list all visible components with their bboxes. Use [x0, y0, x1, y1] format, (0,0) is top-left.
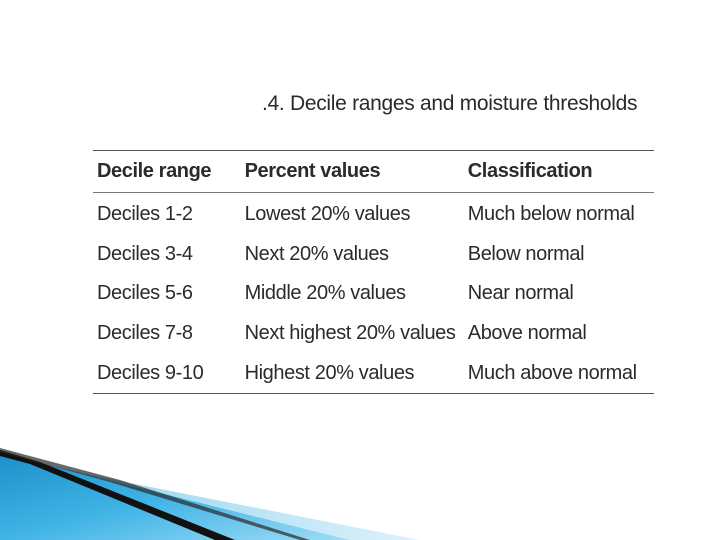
decile-table-container: Decile range Percent values Classificati… [93, 150, 654, 394]
table-row: Deciles 5-6 Middle 20% values Near norma… [93, 274, 654, 314]
table-row: Deciles 1-2 Lowest 20% values Much below… [93, 193, 654, 235]
header-decile-range: Decile range [97, 160, 212, 182]
cell-decile-range: Deciles 5-6 [97, 282, 193, 305]
cell-percent-values: Lowest 20% values [244, 203, 411, 226]
cell-percent-values: Highest 20% values [244, 361, 415, 384]
cell-percent-values: Next highest 20% values [244, 322, 456, 345]
table-row: Deciles 3-4 Next 20% values Below normal [93, 235, 654, 275]
table-row: Deciles 9-10 Highest 20% values Much abo… [93, 353, 654, 394]
cell-classification: Near normal [467, 282, 574, 305]
table-caption: .4. Decile ranges and moisture threshold… [262, 92, 638, 115]
table-header-row: Decile range Percent values Classificati… [93, 150, 654, 193]
slide-corner-decoration [0, 448, 420, 540]
decor-dark-stripe [0, 450, 235, 540]
decile-table: Decile range Percent values Classificati… [93, 150, 654, 394]
cell-decile-range: Deciles 9-10 [97, 361, 204, 384]
header-percent-values: Percent values [244, 160, 381, 182]
cell-classification: Much above normal [467, 361, 637, 384]
cell-classification: Below normal [467, 242, 585, 265]
decor-blue-wedge [0, 452, 350, 540]
decor-dark-stripe-thin [0, 448, 310, 540]
header-classification: Classification [467, 160, 593, 182]
cell-classification: Above normal [467, 322, 587, 345]
cell-classification: Much below normal [467, 203, 635, 226]
table-row: Deciles 7-8 Next highest 20% values Abov… [93, 314, 654, 354]
cell-decile-range: Deciles 3-4 [97, 242, 193, 265]
cell-percent-values: Next 20% values [244, 242, 389, 265]
cell-decile-range: Deciles 1-2 [97, 203, 193, 226]
cell-percent-values: Middle 20% values [244, 282, 406, 305]
cell-decile-range: Deciles 7-8 [97, 322, 193, 345]
